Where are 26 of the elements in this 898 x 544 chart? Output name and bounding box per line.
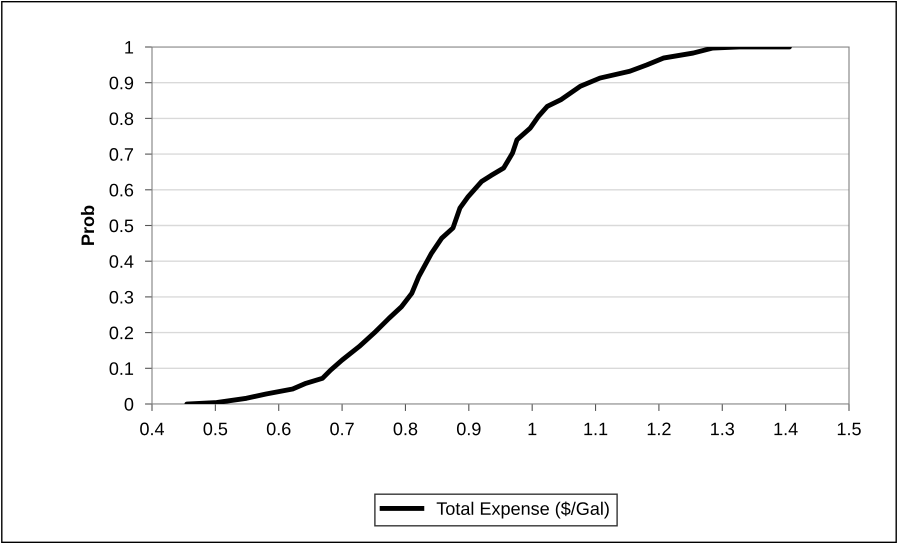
x-tick-label: 1 — [528, 422, 536, 436]
x-tick-label: 1.5 — [838, 422, 861, 436]
y-axis-title: Prob — [80, 206, 94, 245]
x-tick-label: 0.7 — [330, 422, 354, 436]
x-tick-label: 1.4 — [774, 422, 798, 436]
y-tick-label: 0.2 — [110, 326, 134, 340]
x-tick-label: 0.9 — [456, 422, 481, 436]
x-tick-label: 0.6 — [266, 422, 290, 436]
y-tick-label: 0.6 — [110, 184, 134, 197]
y-tick-label: 0.3 — [110, 290, 134, 304]
y-tick-label: 0.9 — [110, 76, 134, 90]
legend-label: Total Expense ($/Gal) — [436, 501, 609, 519]
y-tick-label: 0.5 — [110, 219, 134, 232]
x-tick-label: 0.5 — [204, 422, 228, 436]
y-tick-label: 1 — [125, 41, 134, 54]
y-tick-label: 0.1 — [110, 362, 134, 376]
y-tick-label: 0.7 — [110, 148, 134, 161]
y-tick-label: 0 — [124, 398, 134, 411]
y-tick-label: 0.4 — [110, 255, 134, 268]
y-tick-label: 0.8 — [110, 112, 134, 126]
x-tick-label: 0.4 — [140, 422, 164, 436]
x-tick-label: 1.1 — [584, 422, 608, 436]
x-tick-label: 0.8 — [394, 422, 418, 436]
x-tick-label: 1.3 — [711, 422, 734, 436]
x-tick-label: 1.2 — [648, 422, 671, 436]
line-series — [184, 47, 792, 404]
